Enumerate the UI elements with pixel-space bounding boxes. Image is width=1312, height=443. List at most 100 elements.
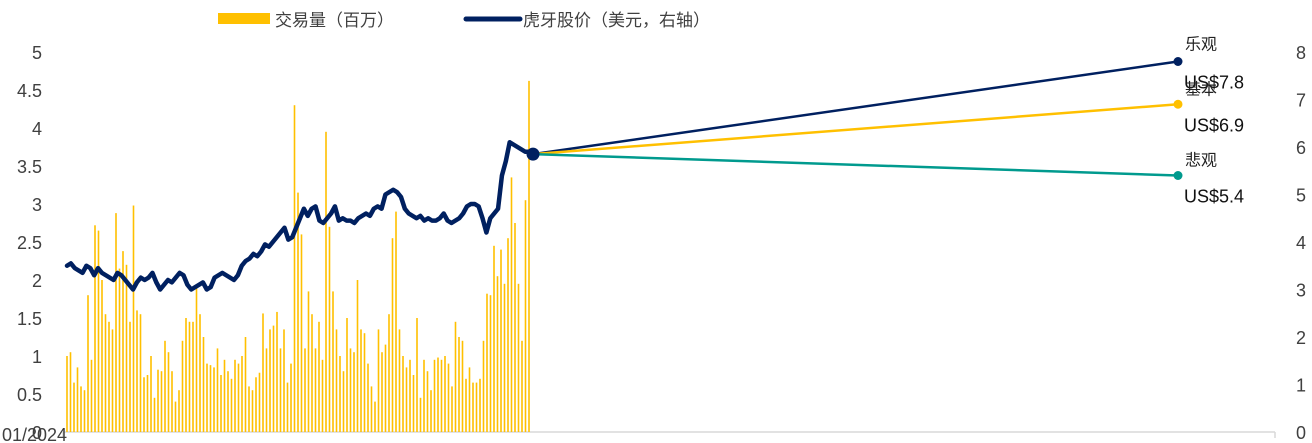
volume-bar [244, 337, 247, 432]
price-line [64, 140, 536, 292]
volume-bar [479, 378, 481, 432]
volume-bar [202, 337, 205, 432]
left-axis-tick-label: 2.5 [17, 233, 42, 253]
volume-bar [475, 382, 478, 432]
scenario-point-bear [1173, 171, 1183, 180]
volume-bar [251, 390, 254, 432]
volume-bar [293, 105, 296, 432]
volume-bar [216, 348, 219, 432]
volume-bar [265, 348, 268, 432]
volume-bar [230, 378, 233, 432]
volume-bar [227, 371, 229, 432]
volume-bar [367, 363, 369, 432]
volume-bar [178, 390, 180, 432]
volume-bar [388, 314, 390, 432]
right-axis-tick-label: 2 [1296, 328, 1306, 348]
volume-bar [496, 276, 499, 432]
volume-bar [374, 401, 376, 432]
volume-bar [262, 313, 264, 432]
volume-bar [150, 356, 152, 432]
volume-bar [297, 192, 299, 432]
volume-bar [416, 318, 418, 432]
right-axis-tick-label: 3 [1296, 281, 1306, 301]
volume-bar [101, 280, 103, 432]
left-axis-tick-label: 4.5 [17, 81, 42, 101]
price-last-point [526, 147, 540, 161]
legend-price-label: 虎牙股价（美元，右轴） [523, 11, 710, 31]
volume-bar [157, 369, 159, 432]
volume-bar [269, 329, 271, 432]
volume-bar [426, 371, 429, 432]
volume-bar [412, 375, 415, 432]
left-axis-tick-label: 1 [32, 347, 42, 367]
volume-bar [500, 249, 502, 432]
volume-bar [118, 268, 121, 432]
volume-bar [171, 371, 173, 432]
left-axis-tick-label: 3.5 [17, 157, 42, 177]
volume-bar [503, 283, 506, 432]
volume-bars [66, 80, 530, 433]
volume-bar [90, 359, 93, 432]
volume-bar [514, 223, 516, 432]
left-axis-tick-label: 2 [32, 271, 42, 291]
volume-bar [97, 230, 100, 432]
volume-bar [122, 251, 124, 432]
volume-bar [108, 321, 110, 432]
left-axis-tick-label: 1.5 [17, 309, 42, 329]
volume-bar [440, 359, 443, 432]
volume-bar [192, 321, 194, 432]
volume-bar [384, 344, 387, 432]
volume-bar [402, 356, 404, 432]
volume-bar [115, 213, 117, 432]
volume-bar [66, 356, 68, 432]
volume-bar [276, 311, 278, 432]
left-axis-tick-label: 4 [32, 119, 42, 139]
volume-bar [423, 359, 425, 432]
right-axis-tick-label: 1 [1296, 376, 1306, 396]
right-axis-tick-label: 0 [1296, 423, 1306, 443]
volume-bar [454, 321, 457, 432]
scenario-lines [532, 57, 1183, 180]
volume-bar [398, 329, 401, 432]
scenario-point-bull [1173, 57, 1183, 66]
scenario-price-bear: US$5.4 [1184, 187, 1244, 207]
left-axis-tick-label: 0 [32, 423, 42, 443]
volume-bar [311, 314, 313, 432]
volume-bar [458, 337, 460, 432]
right-axis-tick-label: 6 [1296, 138, 1306, 158]
volume-bar [255, 377, 257, 432]
volume-bar [185, 318, 187, 432]
volume-bar [321, 359, 324, 432]
volume-bar [87, 295, 89, 432]
volume-bar [304, 348, 306, 432]
left-axis-tick-label: 0.5 [17, 385, 42, 405]
volume-bar [104, 314, 107, 432]
volume-bar [409, 359, 411, 432]
legend-volume-swatch [218, 13, 270, 24]
price-series [64, 140, 540, 292]
volume-bar [391, 238, 394, 432]
volume-bar [465, 378, 467, 432]
volume-bar [339, 356, 341, 432]
volume-bar [395, 211, 397, 432]
volume-bar [307, 291, 310, 432]
volume-bar [346, 318, 348, 432]
volume-bar [69, 352, 72, 432]
volume-bar [349, 348, 352, 432]
right-axis: 0 1 2 3 4 5 6 7 8 [1296, 43, 1306, 443]
volume-bar [290, 363, 292, 432]
scenario-price-bull: US$7.8 [1184, 73, 1244, 93]
left-axis-tick-label: 3 [32, 195, 42, 215]
volume-bar [370, 386, 373, 432]
scenario-line-bull [532, 60, 1179, 156]
volume-bar [524, 200, 527, 432]
volume-bar [234, 359, 236, 432]
volume-bar [353, 352, 355, 432]
volume-bar [325, 131, 327, 433]
volume-bar [223, 359, 226, 432]
volume-bar [381, 352, 383, 432]
volume-bar [129, 321, 131, 432]
volume-bar [360, 329, 362, 432]
volume-bar [486, 293, 488, 432]
